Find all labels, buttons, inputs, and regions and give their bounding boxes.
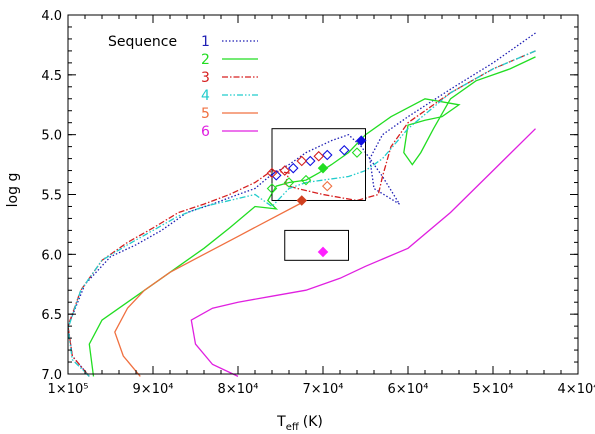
data-point-marker xyxy=(351,147,363,158)
legend-label-1: 1 xyxy=(201,34,210,50)
y-tick-label: 5.0 xyxy=(41,129,62,144)
data-point-marker xyxy=(300,174,312,186)
series-line-1 xyxy=(67,32,536,377)
plot-frame xyxy=(67,14,579,375)
data-point-marker xyxy=(287,162,299,174)
series-line-5 xyxy=(114,199,307,377)
plot-area xyxy=(67,32,536,377)
series-line-2 xyxy=(88,56,536,377)
x-tick-label: 6×10⁴ xyxy=(388,382,429,397)
data-point-marker xyxy=(355,135,367,146)
legend-label-2: 2 xyxy=(201,52,210,68)
series-line-3 xyxy=(67,50,536,377)
y-tick-label: 5.5 xyxy=(41,189,62,204)
data-point-marker xyxy=(279,165,291,176)
x-tick-label: 4×10⁴ xyxy=(558,382,595,397)
legend-label-5: 5 xyxy=(201,106,210,122)
x-tick-label: 5×10⁴ xyxy=(473,382,514,397)
legend-title: Sequence xyxy=(108,34,177,50)
data-point-marker xyxy=(317,162,329,174)
x-tick-label: 1×10⁵ xyxy=(48,382,89,397)
y-tick-label: 4.5 xyxy=(41,69,62,84)
y-tick-label: 4.0 xyxy=(41,9,62,24)
x-tick-label: 9×10⁴ xyxy=(133,382,174,397)
data-point-marker xyxy=(313,150,325,162)
x-tick-label: 7×10⁴ xyxy=(303,382,344,397)
x-axis-title: Teff (K) xyxy=(276,414,323,433)
x-tick-label: 8×10⁴ xyxy=(218,382,259,397)
x-axis-title-main: T xyxy=(276,414,286,430)
data-point-marker xyxy=(338,144,350,156)
highlight-box xyxy=(284,229,349,261)
y-tick-label: 6.5 xyxy=(41,308,62,323)
data-point-marker xyxy=(266,167,278,179)
legend-label-3: 3 xyxy=(201,70,210,86)
y-tick-label: 6.0 xyxy=(41,248,62,263)
axes: 1×10⁵ 9×10⁴ 8×10⁴ 7×10⁴ 6×10⁴ 5×10⁴ 4×10⁴ 4.0 4.… xyxy=(41,9,595,397)
series-line-4 xyxy=(67,50,536,377)
legend-label-6: 6 xyxy=(201,124,210,140)
legend: Sequence 1 2 3 4 5 6 xyxy=(108,34,258,140)
data-point-marker xyxy=(283,177,295,188)
data-point-marker xyxy=(317,246,329,258)
x-axis-title-unit: (K) xyxy=(303,414,323,430)
data-point-marker xyxy=(296,155,308,167)
y-tick-label: 7.0 xyxy=(41,368,62,383)
data-point-marker xyxy=(304,155,316,167)
x-axis-title-subscript: eff xyxy=(286,422,300,433)
data-point-marker xyxy=(321,149,333,161)
data-point-marker xyxy=(270,170,282,181)
y-axis-title: log g xyxy=(5,173,21,208)
series-line-6 xyxy=(190,128,536,377)
data-point-marker xyxy=(296,195,308,206)
highlight-box xyxy=(271,128,366,201)
data-point-marker xyxy=(321,180,333,192)
data-point-marker xyxy=(266,183,278,194)
legend-label-4: 4 xyxy=(201,88,210,104)
